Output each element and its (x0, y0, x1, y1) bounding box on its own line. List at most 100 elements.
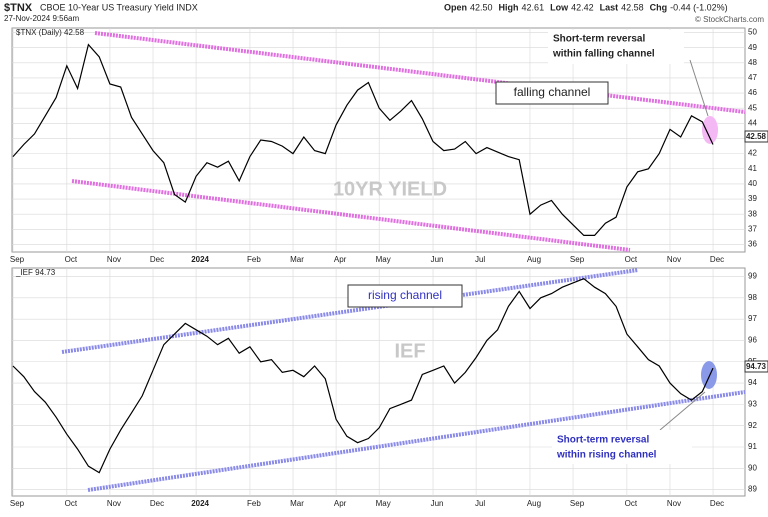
x-tick-label: Nov (107, 255, 121, 264)
quote-value: 42.58 (621, 2, 644, 12)
x-tick-label: 2024 (191, 255, 209, 264)
annotation: falling channel (514, 85, 591, 99)
quote-value: 42.61 (522, 2, 545, 12)
y-tick-label: 89 (748, 485, 757, 494)
quote-label: Open (444, 2, 467, 12)
y-tick-label: 46 (748, 88, 757, 97)
panel-frame (11, 267, 746, 497)
annotation: within falling channel (552, 49, 655, 60)
legend: $TNX (Daily) 42.58 (16, 28, 85, 37)
security-name: CBOE 10-Year US Treasury Yield INDX (40, 2, 198, 12)
y-tick-label: 42 (748, 149, 757, 158)
annotation: Short-term reversal (553, 34, 645, 45)
date: 27-Nov-2024 9:56am (4, 14, 79, 23)
x-tick-label: 2024 (191, 499, 209, 508)
y-tick-label: 96 (748, 336, 757, 345)
x-tick-label: Nov (667, 255, 681, 264)
x-tick-label: Jun (431, 499, 444, 508)
x-tick-label: Nov (667, 499, 681, 508)
last-tag (744, 360, 768, 373)
quote: Open 42.50 High 42.61 Low 42.42 Last 42.58 Chg -0… (444, 2, 728, 12)
channel-line (94, 31, 746, 114)
y-tick-label: 37 (748, 224, 757, 233)
x-tick-label: May (376, 255, 391, 264)
x-tick-label: Jul (475, 255, 485, 264)
watermark: 10YR YIELD (333, 178, 447, 200)
price-line (12, 43, 714, 236)
quote-label: High (499, 2, 519, 12)
quote-label: Low (550, 2, 569, 12)
y-tick-label: 49 (748, 43, 757, 52)
symbol: $TNX (4, 2, 33, 14)
x-tick-label: Oct (65, 255, 78, 264)
y-tick-label: 48 (748, 58, 757, 67)
y-tick-label: 92 (748, 421, 757, 430)
x-tick-label: Jun (431, 255, 444, 264)
quote-label: Chg (650, 2, 668, 12)
annotation: Short-term reversal (557, 435, 649, 446)
x-tick-label: Sep (10, 255, 25, 264)
annotation-box (495, 81, 609, 105)
x-tick-label: Dec (710, 499, 724, 508)
channel-line (87, 390, 746, 492)
x-tick-label: Feb (247, 255, 261, 264)
y-tick-label: 94 (748, 378, 757, 387)
x-tick-label: Oct (65, 499, 78, 508)
quote-value: 42.50 (470, 2, 493, 12)
x-tick-label: Aug (527, 255, 541, 264)
annotation-box (552, 430, 692, 464)
x-tick-label: Sep (570, 499, 585, 508)
x-tick-label: Mar (290, 499, 304, 508)
x-tick-label: Aug (527, 499, 541, 508)
watermark: IEF (394, 340, 425, 362)
annotation-box (347, 284, 463, 308)
annotation: within rising channel (556, 450, 657, 461)
legend: _IEF 94.73 (15, 268, 56, 277)
callout-line (659, 391, 706, 431)
x-tick-label: Dec (150, 499, 164, 508)
y-tick-label: 50 (748, 28, 757, 37)
x-tick-label: Dec (710, 255, 724, 264)
y-tick-label: 93 (748, 399, 757, 408)
last-tag (744, 130, 768, 143)
x-tick-label: Sep (10, 499, 25, 508)
x-tick-label: Oct (625, 255, 638, 264)
x-tick-label: Nov (107, 499, 121, 508)
y-tick-label: 38 (748, 209, 757, 218)
channel-line (61, 268, 639, 354)
grid: 363738394041424344454647484950SepOctNovD… (10, 28, 758, 508)
y-tick-label: 99 (748, 272, 757, 281)
y-tick-label: 40 (748, 179, 757, 188)
quote-value: 42.42 (571, 2, 594, 12)
y-tick-label: 45 (748, 103, 757, 112)
y-tick-label: 97 (748, 314, 757, 323)
x-tick-label: Jul (475, 499, 485, 508)
x-tick-label: Oct (625, 499, 638, 508)
price-line (12, 278, 714, 474)
x-tick-label: May (376, 499, 391, 508)
x-tick-label: Apr (334, 499, 347, 508)
y-tick-label: 47 (748, 73, 757, 82)
x-tick-label: Feb (247, 499, 261, 508)
y-tick-label: 98 (748, 293, 757, 302)
last-label: 42.58 (746, 132, 767, 141)
y-tick-label: 91 (748, 442, 757, 451)
y-tick-label: 39 (748, 194, 757, 203)
series (12, 43, 714, 474)
y-tick-label: 44 (748, 118, 757, 127)
last-label: 94.73 (746, 362, 767, 371)
quote-value: -0.44 (-1.02%) (670, 2, 728, 12)
x-tick-label: Sep (570, 255, 585, 264)
x-tick-label: Dec (150, 255, 164, 264)
annotation-box (548, 30, 684, 64)
channel-line (71, 179, 631, 252)
quote-label: Last (600, 2, 619, 12)
x-tick-label: Mar (290, 255, 304, 264)
y-tick-label: 36 (748, 240, 757, 249)
annotation: rising channel (368, 288, 442, 302)
x-tick-label: Apr (334, 255, 347, 264)
y-tick-label: 90 (748, 463, 757, 472)
credit: © StockCharts.com (695, 15, 764, 24)
